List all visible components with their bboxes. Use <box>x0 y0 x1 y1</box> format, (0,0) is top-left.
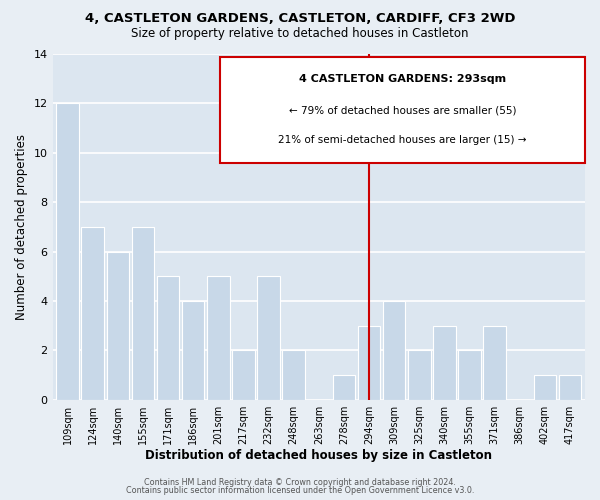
Bar <box>383 301 406 400</box>
Text: Contains HM Land Registry data © Crown copyright and database right 2024.: Contains HM Land Registry data © Crown c… <box>144 478 456 487</box>
Bar <box>533 375 556 400</box>
Bar <box>182 301 205 400</box>
X-axis label: Distribution of detached houses by size in Castleton: Distribution of detached houses by size … <box>145 450 492 462</box>
Bar <box>458 350 481 400</box>
Text: 4 CASTLETON GARDENS: 293sqm: 4 CASTLETON GARDENS: 293sqm <box>299 74 506 84</box>
Bar <box>358 326 380 400</box>
Text: Size of property relative to detached houses in Castleton: Size of property relative to detached ho… <box>131 28 469 40</box>
Bar <box>82 227 104 400</box>
Bar <box>207 276 230 400</box>
Text: Contains public sector information licensed under the Open Government Licence v3: Contains public sector information licen… <box>126 486 474 495</box>
Text: ← 79% of detached houses are smaller (55): ← 79% of detached houses are smaller (55… <box>289 105 517 115</box>
Bar <box>283 350 305 400</box>
FancyBboxPatch shape <box>220 58 585 163</box>
Bar <box>559 375 581 400</box>
Bar <box>56 104 79 400</box>
Y-axis label: Number of detached properties: Number of detached properties <box>15 134 28 320</box>
Bar <box>408 350 431 400</box>
Bar <box>131 227 154 400</box>
Bar <box>157 276 179 400</box>
Bar <box>257 276 280 400</box>
Text: 4, CASTLETON GARDENS, CASTLETON, CARDIFF, CF3 2WD: 4, CASTLETON GARDENS, CASTLETON, CARDIFF… <box>85 12 515 26</box>
Text: 21% of semi-detached houses are larger (15) →: 21% of semi-detached houses are larger (… <box>278 134 527 144</box>
Bar <box>107 252 129 400</box>
Bar <box>232 350 255 400</box>
Bar <box>483 326 506 400</box>
Bar <box>433 326 455 400</box>
Bar <box>332 375 355 400</box>
